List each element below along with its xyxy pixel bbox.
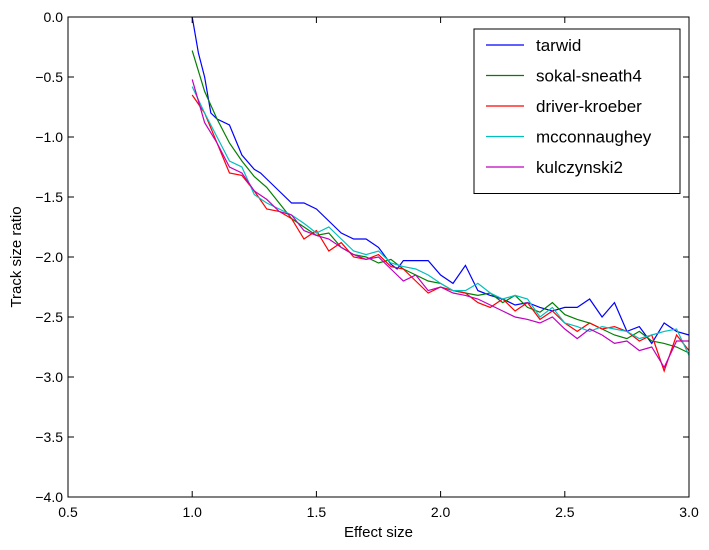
x-tick-label: 1.5 (307, 504, 327, 520)
y-tick-label: −3.5 (35, 429, 63, 445)
y-tick-label: −2.0 (35, 249, 63, 265)
legend-label: sokal-sneath4 (536, 67, 642, 86)
y-tick-label: −2.5 (35, 309, 63, 325)
legend-label: tarwid (536, 36, 581, 55)
legend-box (473, 28, 681, 194)
x-tick-label: 0.5 (58, 504, 78, 520)
x-tick-label: 2.0 (431, 504, 451, 520)
legend-items: tarwid sokal-sneath4 driver-kroeber mcconna… (486, 36, 652, 177)
y-tick-label: −3.0 (35, 369, 63, 385)
legend: tarwid sokal-sneath4 driver-kroeber mcconna… (473, 28, 681, 194)
x-tick-label: 2.5 (555, 504, 575, 520)
y-tick-label: −0.5 (35, 69, 63, 85)
y-tick-label: −4.0 (35, 489, 63, 505)
series-line-5 (191, 79, 689, 369)
y-tick-labels: 0.0 −0.5 −1.0 −1.5 −2.0 −2.5 −3.0 −3.5 −4.0 (35, 9, 63, 505)
y-tick-label: −1.0 (35, 129, 63, 145)
y-tick-label: 0.0 (44, 9, 64, 25)
y-tick-label: −1.5 (35, 189, 63, 205)
x-axis-label: Effect size (344, 524, 413, 541)
legend-label: driver-kroeber (536, 97, 642, 116)
x-tick-label: 3.0 (679, 504, 699, 520)
x-tick-labels: 0.5 1.0 1.5 2.0 2.5 3.0 (58, 504, 699, 520)
series-line-1 (191, 16, 690, 345)
legend-label: mcconnaughey (536, 128, 652, 147)
x-tick-label: 1.0 (182, 504, 202, 520)
ticks-layer (67, 16, 690, 498)
series-layer (191, 16, 690, 373)
y-axis-label: Track size ratio (8, 206, 25, 307)
legend-label: kulczynski2 (536, 158, 623, 177)
